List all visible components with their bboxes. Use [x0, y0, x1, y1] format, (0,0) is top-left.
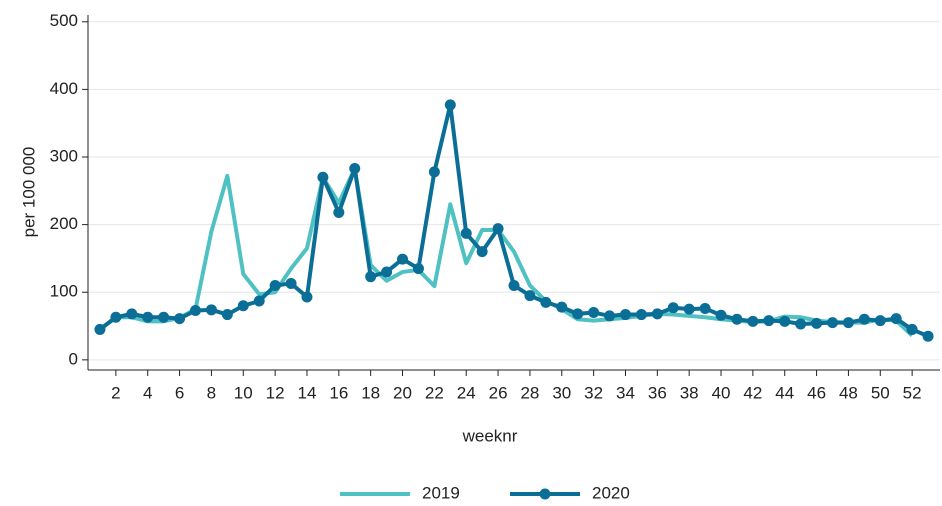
x-tick-label: 52	[903, 383, 922, 402]
series-marker	[699, 302, 711, 314]
series-marker	[237, 300, 249, 312]
series-marker	[906, 323, 918, 335]
y-axis-label: per 100 000	[19, 147, 38, 238]
series-marker	[715, 309, 727, 321]
series-marker	[397, 253, 409, 265]
series-marker	[110, 311, 122, 323]
x-tick-label: 50	[871, 383, 890, 402]
y-tick-label: 500	[50, 11, 78, 30]
series-marker	[94, 323, 106, 335]
x-tick-label: 48	[839, 383, 858, 402]
y-tick-label: 0	[69, 349, 78, 368]
series-marker	[317, 171, 329, 183]
series-marker	[444, 99, 456, 111]
series-marker	[763, 315, 775, 327]
series-marker	[524, 290, 536, 302]
x-tick-label: 46	[807, 383, 826, 402]
series-marker	[651, 308, 663, 320]
x-tick-label: 30	[552, 383, 571, 402]
series-marker	[858, 313, 870, 325]
y-tick-label: 400	[50, 79, 78, 98]
x-tick-label: 16	[329, 383, 348, 402]
x-tick-label: 10	[234, 383, 253, 402]
series-marker	[779, 315, 791, 327]
series-marker	[619, 309, 631, 321]
series-marker	[842, 317, 854, 329]
series-marker	[588, 307, 600, 319]
series-marker	[412, 263, 424, 275]
x-tick-label: 8	[207, 383, 216, 402]
x-tick-label: 18	[361, 383, 380, 402]
series-marker	[795, 318, 807, 330]
series-marker	[604, 310, 616, 322]
series-marker	[811, 317, 823, 329]
series-marker	[874, 315, 886, 327]
series-marker	[189, 304, 201, 316]
series-marker	[221, 309, 233, 321]
x-tick-label: 32	[584, 383, 603, 402]
series-marker	[827, 317, 839, 329]
series-marker	[253, 295, 265, 307]
series-marker	[556, 301, 568, 313]
x-tick-label: 20	[393, 383, 412, 402]
x-tick-label: 26	[489, 383, 508, 402]
legend-label: 2020	[592, 483, 630, 502]
series-marker	[492, 223, 504, 235]
y-tick-label: 100	[50, 282, 78, 301]
y-tick-label: 300	[50, 146, 78, 165]
series-marker	[922, 330, 934, 342]
series-marker	[731, 313, 743, 325]
series-marker	[126, 308, 138, 320]
series-marker	[508, 279, 520, 291]
series-line	[98, 166, 914, 337]
series-marker	[269, 279, 281, 291]
x-tick-label: 14	[298, 383, 317, 402]
x-tick-label: 34	[616, 383, 635, 402]
x-tick-label: 12	[266, 383, 285, 402]
series-marker	[747, 315, 759, 327]
x-tick-label: 24	[457, 383, 476, 402]
series-marker	[174, 313, 186, 325]
series-marker	[301, 291, 313, 303]
x-tick-label: 38	[680, 383, 699, 402]
x-tick-label: 22	[425, 383, 444, 402]
y-tick-label: 200	[50, 214, 78, 233]
x-tick-label: 4	[143, 383, 152, 402]
x-tick-label: 40	[712, 383, 731, 402]
series-marker	[667, 302, 679, 314]
series-marker	[381, 266, 393, 278]
series-marker	[158, 311, 170, 323]
series-marker	[572, 308, 584, 320]
legend-marker	[539, 488, 551, 500]
series-marker	[333, 206, 345, 218]
series-marker	[683, 303, 695, 315]
x-tick-label: 36	[648, 383, 667, 402]
series-marker	[890, 313, 902, 325]
series-marker	[428, 166, 440, 178]
x-tick-label: 2	[111, 383, 120, 402]
x-tick-label: 6	[175, 383, 184, 402]
series-marker	[285, 277, 297, 289]
series-marker	[365, 271, 377, 283]
x-axis-label: weeknr	[462, 426, 518, 445]
series-line	[98, 102, 929, 339]
x-tick-label: 44	[775, 383, 794, 402]
series-marker	[349, 162, 361, 174]
series-marker	[635, 309, 647, 321]
x-tick-label: 28	[520, 383, 539, 402]
x-tick-label: 42	[743, 383, 762, 402]
series-marker	[476, 246, 488, 258]
legend-label: 2019	[422, 483, 460, 502]
series-marker	[142, 311, 154, 323]
series-marker	[460, 227, 472, 239]
series-marker	[205, 304, 217, 316]
series-marker	[540, 296, 552, 308]
